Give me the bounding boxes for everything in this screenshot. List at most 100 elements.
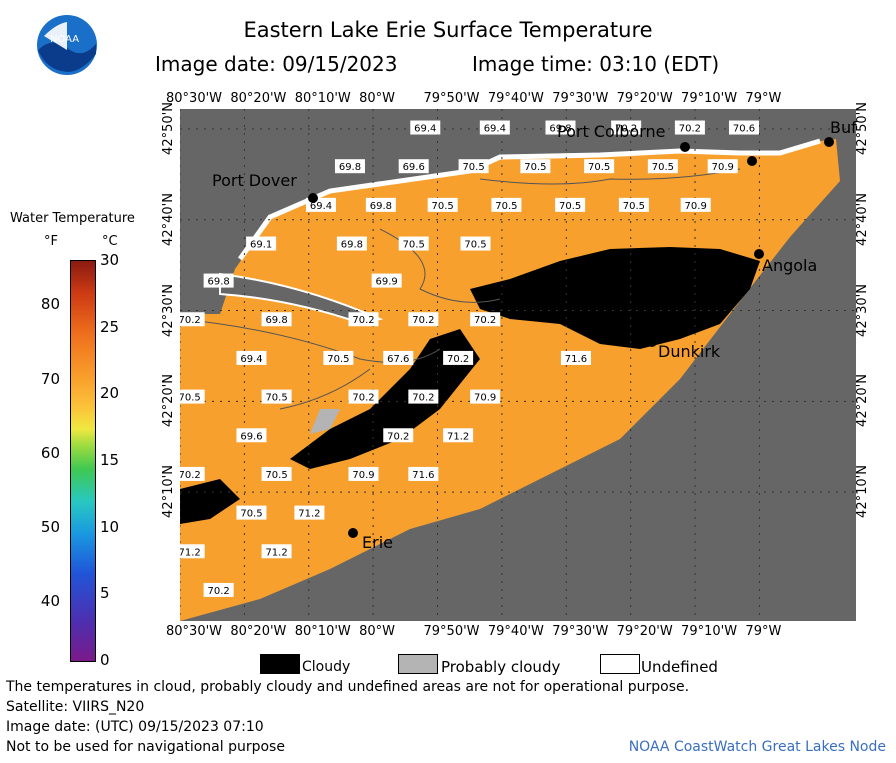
longitude-label: 79°40'W — [487, 91, 544, 106]
svg-text:69.6: 69.6 — [403, 162, 425, 173]
temperature-label: 69.4 — [236, 350, 267, 365]
town-marker — [824, 137, 834, 147]
temperature-label: 70.2 — [383, 428, 414, 443]
longitude-label: 79°W — [745, 91, 782, 106]
fahrenheit-tick: 60 — [40, 443, 60, 462]
svg-text:70.2: 70.2 — [352, 315, 374, 326]
celsius-tick: 10 — [100, 517, 120, 536]
svg-text:71.6: 71.6 — [412, 470, 434, 481]
svg-text:70.2: 70.2 — [207, 586, 229, 597]
towns — [308, 137, 834, 538]
town-marker — [680, 142, 690, 152]
town-marker — [308, 193, 318, 203]
latitude-label: 42°50'N — [854, 102, 870, 155]
svg-text:70.5: 70.5 — [559, 201, 581, 212]
svg-text:70.2: 70.2 — [447, 354, 469, 365]
svg-text:70.5: 70.5 — [623, 201, 645, 212]
longitude-label: 80°30'W — [166, 624, 223, 639]
svg-text:70.5: 70.5 — [180, 393, 201, 404]
longitude-label: 79°50'W — [423, 624, 480, 639]
svg-text:71.2: 71.2 — [447, 431, 469, 442]
longitude-label: 79°10'W — [681, 624, 738, 639]
svg-text:69.8: 69.8 — [370, 201, 392, 212]
svg-text:67.6: 67.6 — [387, 354, 409, 365]
temperature-label: 70.5 — [261, 466, 292, 481]
temperature-label: 70.5 — [618, 197, 649, 212]
svg-text:71.2: 71.2 — [180, 547, 201, 558]
town-marker — [754, 249, 764, 259]
svg-text:69.8: 69.8 — [207, 277, 229, 288]
town-marker — [747, 156, 757, 166]
celsius-tick: 30 — [100, 251, 120, 269]
temperature-label: 70.5 — [427, 197, 458, 212]
unit-fahrenheit: °F — [44, 234, 58, 249]
celsius-tick: 5 — [100, 584, 110, 603]
unit-celsius: °C — [102, 234, 118, 249]
svg-text:70.2: 70.2 — [412, 315, 434, 326]
svg-text:70.9: 70.9 — [352, 470, 374, 481]
undefined-swatch — [600, 654, 640, 674]
svg-text:69.6: 69.6 — [240, 431, 262, 442]
svg-text:71.6: 71.6 — [565, 354, 587, 365]
svg-text:69.4: 69.4 — [310, 201, 332, 212]
place-erie: Erie — [362, 533, 393, 552]
temperature-label: 70.5 — [520, 159, 551, 174]
satellite: Satellite: VIIRS_N20 — [6, 699, 145, 715]
svg-text:70.2: 70.2 — [412, 393, 434, 404]
temperature-label: 69.9 — [371, 273, 402, 288]
latitude-label: 42°40'N — [160, 192, 176, 246]
place-port-dover: Port Dover — [212, 171, 297, 190]
svg-text:71.2: 71.2 — [298, 509, 320, 520]
temperature-label: 69.8 — [203, 273, 234, 288]
svg-text:70.5: 70.5 — [265, 393, 287, 404]
svg-text:70.5: 70.5 — [265, 470, 287, 481]
latitude-label: 42°20'N — [160, 374, 176, 428]
temperature-label: 71.6 — [560, 350, 591, 365]
svg-text:69.4: 69.4 — [414, 124, 436, 135]
longitude-label: 80°30'W — [166, 91, 223, 106]
temperature-label: 69.4 — [479, 120, 510, 135]
svg-text:69.8: 69.8 — [339, 162, 361, 173]
svg-text:70.2: 70.2 — [474, 315, 496, 326]
temperature-label: 70.5 — [491, 197, 522, 212]
svg-text:70.5: 70.5 — [240, 509, 262, 520]
temperature-label: 71.6 — [408, 466, 439, 481]
temperature-label: 70.2 — [443, 350, 474, 365]
temperature-label: 70.2 — [203, 582, 234, 597]
temperature-label: 70.5 — [236, 505, 267, 520]
latitude-label: 42°10'N — [854, 465, 870, 519]
temperature-label: 69.4 — [410, 120, 441, 135]
temperature-label: 70.2 — [408, 389, 439, 404]
svg-text:70.6: 70.6 — [733, 124, 755, 135]
svg-text:69.4: 69.4 — [484, 124, 506, 135]
cloud-mass — [470, 247, 760, 349]
svg-text:70.2: 70.2 — [615, 124, 637, 135]
temperature-label: 67.6 — [383, 350, 414, 365]
svg-text:70.5: 70.5 — [588, 162, 610, 173]
temperature-label: 70.5 — [647, 159, 678, 174]
svg-text:70.9: 70.9 — [685, 201, 707, 212]
longitude-label: 80°W — [359, 91, 396, 106]
place-port-colborne: Port Colborne — [557, 122, 666, 141]
temperature-label: 70.5 — [261, 389, 292, 404]
temperature-label: 70.5 — [398, 236, 429, 251]
svg-text:70.9: 70.9 — [474, 393, 496, 404]
temperature-labels: 69.4 69.4 69.8 70.2 70.2 70.6 69.8 69.6 70.5 70.5… — [145, 120, 759, 597]
temperature-label: 70.2 — [174, 312, 205, 327]
temperature-label: 71.2 — [261, 544, 292, 559]
temperature-label: 69.8 — [334, 159, 365, 174]
fahrenheit-tick: 80 — [40, 295, 60, 314]
place-buffalo: Buf — [830, 118, 857, 137]
probably-cloudy-label: Probably cloudy — [441, 658, 561, 676]
temperature-label: 69.8 — [545, 120, 576, 135]
temperature-label: 70.2 — [348, 312, 379, 327]
fahrenheit-tick: 70 — [40, 369, 60, 388]
latitude-label: 42°50'N — [160, 102, 176, 155]
svg-text:70.9: 70.9 — [712, 162, 734, 173]
svg-text:69.4: 69.4 — [240, 354, 262, 365]
svg-text:70.2: 70.2 — [679, 124, 701, 135]
longitude-label: 79°30'W — [552, 624, 609, 639]
svg-text:70.5: 70.5 — [462, 162, 484, 173]
image-date-utc: Image date: (UTC) 09/15/2023 07:10 — [6, 719, 264, 735]
temperature-label: 70.2 — [174, 466, 205, 481]
